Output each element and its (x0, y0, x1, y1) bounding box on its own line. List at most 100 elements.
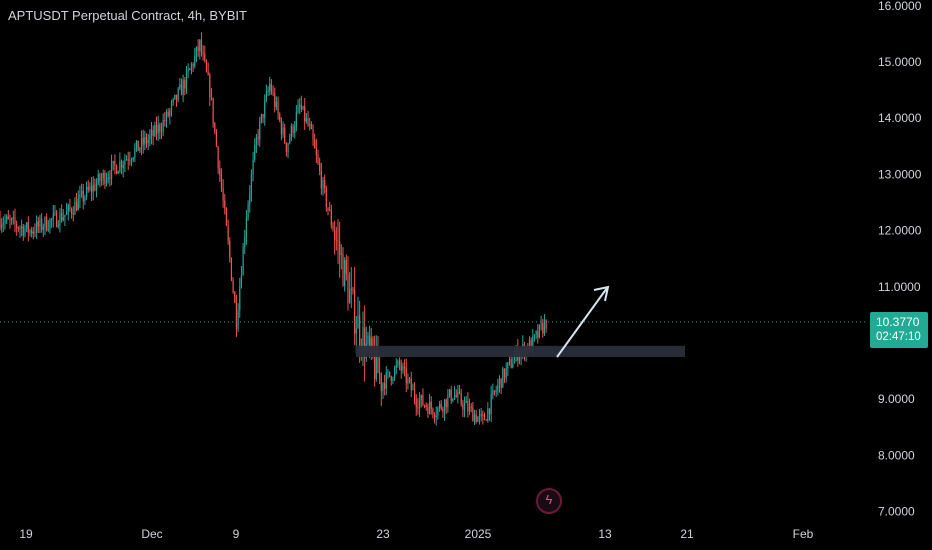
candle-body (239, 286, 241, 311)
candle-body (149, 135, 151, 140)
candle-body (468, 406, 471, 412)
candle-body (324, 179, 326, 188)
candle-body (312, 129, 314, 141)
candle-body (32, 231, 34, 234)
candle-body (470, 406, 472, 408)
candle-body (102, 172, 104, 179)
candle-body (487, 408, 489, 421)
y-tick-label: 14.0000 (878, 111, 922, 125)
candle-body (187, 69, 189, 72)
candle-body (262, 114, 264, 118)
candle-body (74, 201, 76, 215)
candle-body (307, 118, 309, 126)
candle-body (304, 106, 306, 122)
candle-body (192, 64, 194, 67)
candle-body (255, 137, 258, 145)
candle-body (189, 68, 191, 70)
candle-body (269, 83, 271, 91)
candle-body (349, 289, 351, 304)
candle-body (0, 219, 1, 228)
candle-body (109, 177, 111, 179)
candle-body (230, 257, 233, 281)
candle-body (94, 184, 96, 191)
candle-body (320, 171, 322, 189)
candle-body (99, 174, 101, 181)
candle-body (285, 142, 287, 153)
candle-body (334, 230, 336, 240)
support-zone (356, 345, 685, 358)
candle-body (410, 379, 412, 391)
candle-body (16, 223, 18, 228)
candle-body (264, 100, 266, 118)
candle-body (200, 40, 203, 53)
candle-body (47, 229, 49, 231)
candle-body (154, 124, 156, 137)
candle-body (465, 401, 467, 403)
candle-body (212, 97, 214, 124)
candle-body (69, 205, 71, 210)
candle-body (314, 140, 316, 149)
candle-body (97, 174, 99, 184)
candle-body (257, 137, 259, 140)
candle-body (483, 416, 486, 420)
candle-body (337, 240, 339, 242)
bar-countdown: 02:47:10 (876, 331, 921, 343)
candle-body (390, 376, 392, 381)
candle-body (447, 395, 449, 408)
y-tick-label: 12.0000 (878, 224, 922, 238)
candle-body (364, 327, 366, 359)
candle-body (450, 389, 452, 401)
y-tick-label: 8.0000 (878, 448, 915, 462)
candle-body (294, 126, 296, 134)
x-tick-label: 9 (233, 527, 240, 541)
x-tick-label: 21 (680, 527, 694, 541)
candle-body (259, 121, 261, 140)
candle-body (46, 217, 48, 231)
candle-body (498, 378, 501, 385)
candle-body (467, 401, 469, 412)
candle-body (24, 228, 26, 236)
candle-body (41, 218, 43, 230)
candle-body (412, 389, 414, 391)
candle-body (300, 104, 302, 110)
candle-body (417, 407, 419, 409)
candle-body (387, 371, 389, 373)
candle-body (270, 83, 272, 93)
candle-body (17, 227, 19, 230)
candle-body (399, 361, 401, 365)
candle-body (535, 331, 537, 335)
candle-body (9, 218, 11, 221)
candle-body (415, 399, 417, 408)
candle-body (297, 105, 299, 113)
candle-body (443, 399, 446, 413)
candle-body (235, 302, 238, 329)
candle-body (402, 366, 404, 371)
candle-body (287, 143, 289, 153)
candle-body (155, 124, 158, 134)
candle-body (292, 125, 294, 134)
candle-body (532, 335, 534, 350)
candle-body (245, 217, 248, 238)
candle-body (144, 137, 146, 145)
lightning-icon[interactable]: ϟ (536, 488, 562, 514)
candle-body (42, 227, 44, 230)
candle-body (275, 101, 277, 108)
candle-body (54, 212, 56, 214)
candle-body (70, 209, 73, 214)
x-tick-label: 19 (19, 527, 33, 541)
candle-body (105, 179, 108, 184)
candle-body (272, 92, 274, 94)
candle-body (463, 402, 466, 410)
candle-body (505, 368, 507, 379)
candle-body (354, 290, 356, 334)
candle-body (477, 416, 479, 422)
candle-body (260, 114, 263, 122)
candle-body (302, 106, 304, 110)
candle-body (204, 53, 206, 61)
candle-body (184, 80, 186, 89)
candle-body (107, 177, 109, 180)
candle-body (242, 246, 244, 276)
x-tick-label: 23 (376, 527, 390, 541)
candle-body (232, 280, 234, 293)
